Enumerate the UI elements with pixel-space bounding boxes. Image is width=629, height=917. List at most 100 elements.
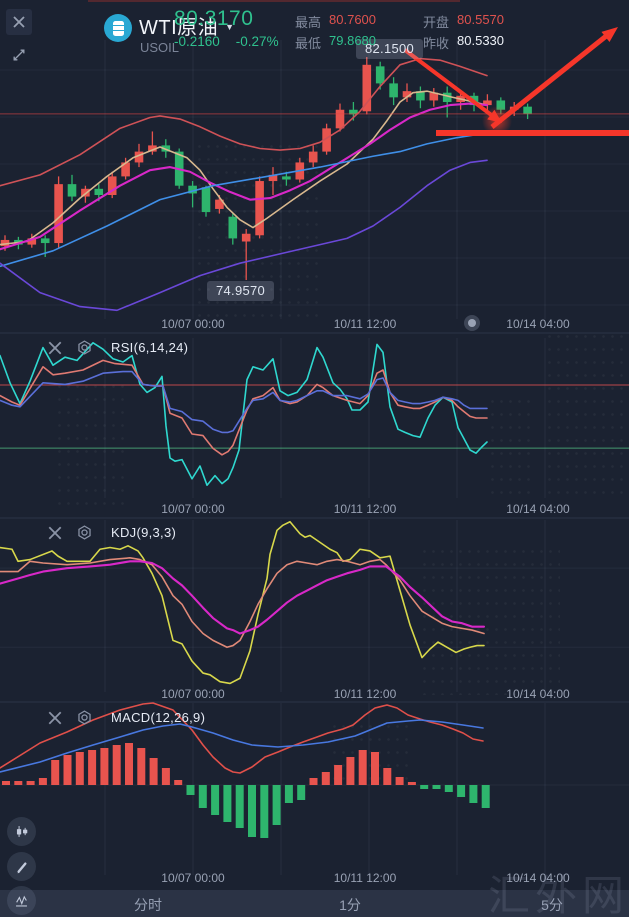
candlestick-tool-icon [16,826,28,837]
macd-histogram-bar [297,785,306,800]
indicator-tool-button[interactable] [7,886,36,915]
scroll-to-latest-button[interactable] [464,315,480,331]
series-DEA [0,719,484,773]
last-price: 80.3170 [174,7,254,30]
candle-body [201,187,211,213]
series-ma-fast [0,90,488,246]
time-label: 10/14 04:00 [506,871,570,885]
macd-histogram-bar [481,785,490,808]
background-building-watermark [420,545,560,695]
time-axis-main: 10/07 00:00 10/11 12:00 10/14 04:00 [0,317,629,331]
macd-histogram-bar [14,781,23,785]
time-label: 10/07 00:00 [161,687,225,701]
price-change-row: -0.2160 -0.27% [174,34,279,49]
macd-histogram-bar [235,785,244,828]
time-label: 10/11 12:00 [333,317,397,331]
macd-histogram-bar [223,785,232,822]
candle-body [268,174,278,182]
candle-body [416,91,425,101]
series-RSI24 [0,370,488,434]
macd-histogram-bar [321,772,330,785]
macd-histogram-bar [198,785,207,808]
macd-panel-title: MACD(12,26,9) [111,710,206,725]
instrument-header: WTI原油 ▼ USOIL 80.3170 -0.2160 -0.27% 最高 … [0,0,629,66]
macd-histogram-bar [407,782,416,785]
candle-body [389,83,398,98]
series-RSI6 [0,341,488,487]
candle-body [54,184,63,244]
stat-prev-close: 昨收 80.5330 [423,33,505,51]
candle-body [308,151,318,163]
time-label: 10/07 00:00 [161,871,225,885]
macd-histogram-bar [457,785,466,797]
instrument-title-dropdown[interactable]: WTI原油 ▼ [139,11,235,40]
instrument-title: WTI原油 [139,17,219,39]
candle-body [335,109,345,129]
candle-body [241,233,251,242]
macd-histogram-bar [358,750,367,785]
time-label: 10/07 00:00 [161,317,225,331]
macd-histogram-bar [248,785,256,837]
chart-type-button[interactable] [7,817,36,846]
close-icon[interactable] [47,710,63,726]
macd-histogram-bar [149,758,158,785]
gear-icon[interactable] [76,524,93,541]
pencil-icon [16,861,27,873]
close-icon[interactable] [47,340,63,356]
stat-low: 最低 79.8680 [295,33,377,51]
rsi-panel-header: RSI(6,14,24) [0,339,188,356]
draw-tool-button[interactable] [7,852,36,881]
macd-histogram-bar [2,781,10,785]
macd-panel-header: MACD(12,26,9) [0,709,205,726]
time-axis-rsi: 10/07 00:00 10/11 12:00 10/14 04:00 [0,502,629,516]
macd-histogram-bar [88,750,97,785]
macd-histogram-bar [26,781,35,785]
macd-histogram-bar [395,777,404,785]
stat-high: 最高 80.7600 [295,12,377,30]
gear-icon[interactable] [76,339,93,356]
candle-body [483,100,492,106]
instrument-logo-icon [104,14,132,42]
macd-histogram-bar [174,780,183,785]
background-building-watermark [55,380,130,510]
macd-histogram-bar [383,768,392,785]
chevron-down-icon: ▼ [225,21,235,32]
annotation-up-arrow [490,31,612,129]
series-D [0,560,486,635]
macd-histogram-bar [284,785,293,803]
macd-histogram-bar [272,785,281,825]
macd-histogram-bar [309,778,318,785]
tab-timeshare[interactable]: 分时 [134,897,162,913]
time-label: 10/14 04:00 [506,687,570,701]
time-label: 10/11 12:00 [333,502,397,516]
close-icon[interactable] [6,9,32,35]
candle-body [188,185,197,194]
candle-body [282,176,291,180]
macd-histogram-bar [444,785,453,792]
macd-histogram-bar [100,748,109,785]
macd-histogram-bar [211,785,220,815]
collapse-icon[interactable] [8,44,30,66]
macd-histogram-bar [75,752,84,785]
gear-icon[interactable] [76,709,93,726]
tab-1min[interactable]: 1分 [339,897,361,913]
candle-body [121,162,130,177]
candle-body [402,91,412,98]
series-lower-band [0,159,488,312]
macd-histogram-bar [371,752,379,785]
macd-histogram-bar [137,748,146,785]
background-building-watermark [545,330,625,495]
time-label: 10/14 04:00 [506,317,570,331]
series-J [0,520,485,685]
close-icon[interactable] [47,525,63,541]
candle-body [375,66,385,84]
macd-histogram-bar [469,785,478,803]
period-tab-bar: 分时 1分 5分 [0,890,629,917]
latest-dot-icon [468,319,476,327]
series-RSI14 [0,359,488,456]
candle-body [215,199,224,209]
macd-histogram-bar [38,778,47,785]
tab-5min[interactable]: 5分 [541,897,563,913]
